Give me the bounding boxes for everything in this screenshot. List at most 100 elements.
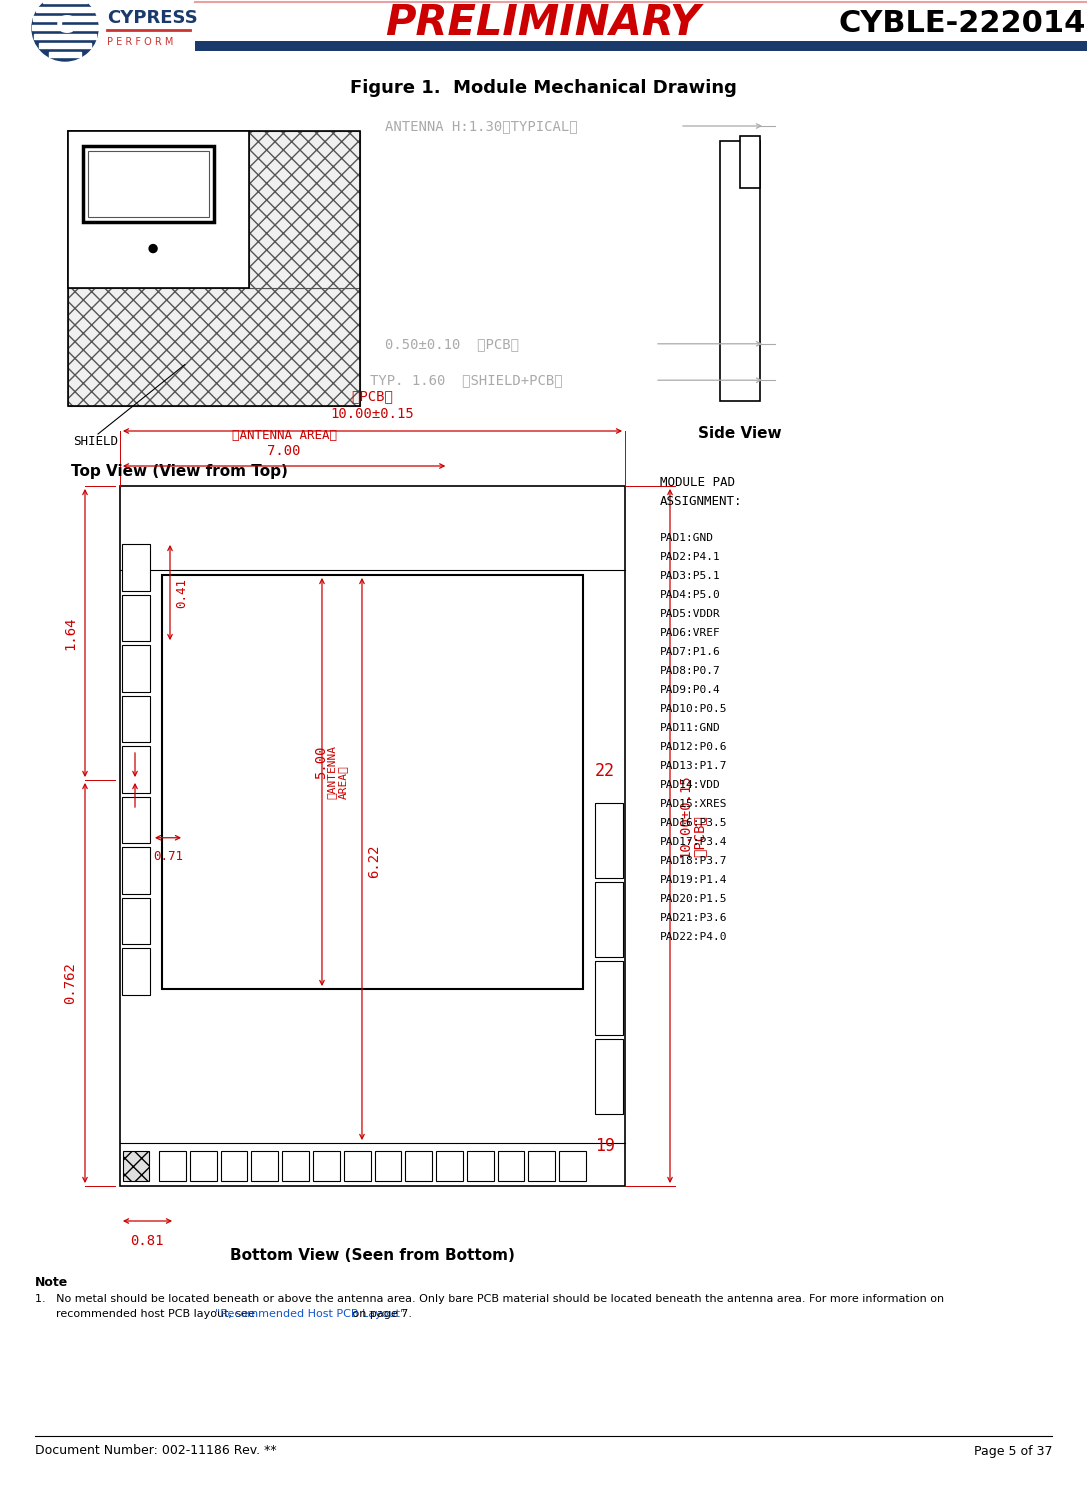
Bar: [122, 747, 150, 793]
Bar: [120, 486, 625, 1186]
Text: PAD16:P3.5: PAD16:P3.5: [660, 818, 727, 827]
Bar: [190, 1150, 216, 1180]
Bar: [122, 898, 150, 944]
Bar: [595, 803, 623, 878]
Text: on page 7.: on page 7.: [349, 1309, 412, 1319]
Text: PAD3:P5.1: PAD3:P5.1: [660, 571, 721, 580]
Text: PAD11:GND: PAD11:GND: [660, 723, 721, 733]
Text: PAD17:P3.4: PAD17:P3.4: [660, 836, 727, 847]
Bar: [122, 545, 150, 591]
Bar: [195, 40, 1087, 51]
Bar: [49, 52, 80, 57]
Bar: [32, 25, 98, 30]
Text: PAD20:P1.5: PAD20:P1.5: [660, 895, 727, 904]
Circle shape: [32, 0, 98, 61]
Bar: [466, 1150, 493, 1180]
Bar: [251, 1150, 278, 1180]
Bar: [122, 847, 150, 895]
Text: MODULE PAD: MODULE PAD: [660, 476, 735, 489]
Bar: [122, 594, 150, 642]
Bar: [34, 34, 96, 39]
Text: 5.00: 5.00: [314, 745, 328, 779]
Text: Bottom View (Seen from Bottom): Bottom View (Seen from Bottom): [230, 1249, 515, 1264]
Bar: [68, 287, 360, 405]
Text: PAD22:P4.0: PAD22:P4.0: [660, 932, 727, 942]
Bar: [88, 151, 209, 217]
Text: 0.762: 0.762: [63, 962, 77, 1004]
Bar: [595, 803, 623, 878]
Text: 〈PCB〉: 〈PCB〉: [351, 389, 393, 402]
Text: PRELIMINARY: PRELIMINARY: [386, 1, 700, 43]
Text: Document Number: 002-11186 Rev. **: Document Number: 002-11186 Rev. **: [35, 1445, 276, 1457]
Bar: [39, 43, 91, 48]
Bar: [43, 0, 87, 3]
Text: ASSIGNMENT:: ASSIGNMENT:: [660, 495, 742, 509]
Bar: [122, 948, 150, 995]
Text: 0.81: 0.81: [130, 1234, 164, 1248]
Text: PAD5:VDDR: PAD5:VDDR: [660, 609, 721, 619]
Text: PAD4:P5.0: PAD4:P5.0: [660, 589, 721, 600]
Text: 1.   No metal should be located beneath or above the antenna area. Only bare PCB: 1. No metal should be located beneath or…: [35, 1294, 945, 1305]
Bar: [122, 645, 150, 691]
Bar: [162, 574, 583, 989]
Bar: [375, 1150, 401, 1180]
Text: 10.00±0.15: 10.00±0.15: [678, 773, 692, 857]
Bar: [720, 141, 760, 401]
Text: 19: 19: [595, 1137, 615, 1155]
Bar: [559, 1150, 586, 1180]
Bar: [595, 881, 623, 956]
Bar: [122, 797, 150, 844]
Text: PAD10:P0.5: PAD10:P0.5: [660, 705, 727, 714]
Bar: [122, 797, 150, 844]
Bar: [122, 696, 150, 742]
Text: PAD19:P1.4: PAD19:P1.4: [660, 875, 727, 886]
Text: 1.64: 1.64: [63, 616, 77, 649]
Text: recommended host PCB layout, see: recommended host PCB layout, see: [35, 1309, 259, 1319]
Text: 0.50±0.10  〈PCB〉: 0.50±0.10 〈PCB〉: [385, 337, 518, 350]
Text: PAD6:VREF: PAD6:VREF: [660, 628, 721, 637]
Text: PAD13:P1.7: PAD13:P1.7: [660, 761, 727, 770]
Bar: [83, 147, 214, 221]
Text: Note: Note: [35, 1276, 68, 1290]
Bar: [122, 747, 150, 793]
Bar: [405, 1150, 432, 1180]
Text: 6.22: 6.22: [367, 845, 380, 878]
Bar: [221, 1150, 248, 1180]
Text: PAD14:VDD: PAD14:VDD: [660, 779, 721, 790]
Text: Side View: Side View: [698, 425, 782, 440]
Bar: [33, 16, 97, 21]
Bar: [36, 7, 93, 12]
Text: ANTENNA H:1.30〈TYPICAL〉: ANTENNA H:1.30〈TYPICAL〉: [385, 120, 577, 133]
Bar: [595, 1040, 623, 1115]
Bar: [122, 545, 150, 591]
Bar: [740, 136, 760, 188]
Text: PAD2:P4.1: PAD2:P4.1: [660, 552, 721, 562]
Text: SHIELD: SHIELD: [73, 434, 118, 447]
Bar: [343, 1150, 371, 1180]
Text: 〈PCB〉: 〈PCB〉: [692, 815, 705, 857]
Text: Figure 1.  Module Mechanical Drawing: Figure 1. Module Mechanical Drawing: [350, 79, 736, 97]
Text: PAD18:P3.7: PAD18:P3.7: [660, 856, 727, 866]
Bar: [595, 960, 623, 1035]
Text: PAD1:GND: PAD1:GND: [660, 533, 714, 543]
Bar: [283, 1150, 309, 1180]
Bar: [595, 1040, 623, 1115]
Text: 0.41: 0.41: [175, 577, 188, 607]
Text: 〈ANTENNA: 〈ANTENNA: [326, 745, 336, 799]
Bar: [122, 847, 150, 895]
Bar: [159, 1150, 186, 1180]
Text: PAD15:XRES: PAD15:XRES: [660, 799, 727, 809]
Text: PAD9:P0.4: PAD9:P0.4: [660, 685, 721, 696]
Bar: [122, 594, 150, 642]
Text: 〈ANTENNA AREA〉: 〈ANTENNA AREA〉: [232, 429, 337, 441]
Text: PAD12:P0.6: PAD12:P0.6: [660, 742, 727, 752]
Text: 7.00: 7.00: [267, 444, 301, 458]
Text: PAD8:P0.7: PAD8:P0.7: [660, 666, 721, 676]
Bar: [122, 645, 150, 691]
Bar: [595, 881, 623, 956]
Text: Page 5 of 37: Page 5 of 37: [974, 1445, 1052, 1457]
Bar: [122, 696, 150, 742]
Bar: [123, 1150, 149, 1180]
Text: "Recommended Host PCB Layout": "Recommended Host PCB Layout": [215, 1309, 405, 1319]
Text: C: C: [55, 13, 74, 37]
